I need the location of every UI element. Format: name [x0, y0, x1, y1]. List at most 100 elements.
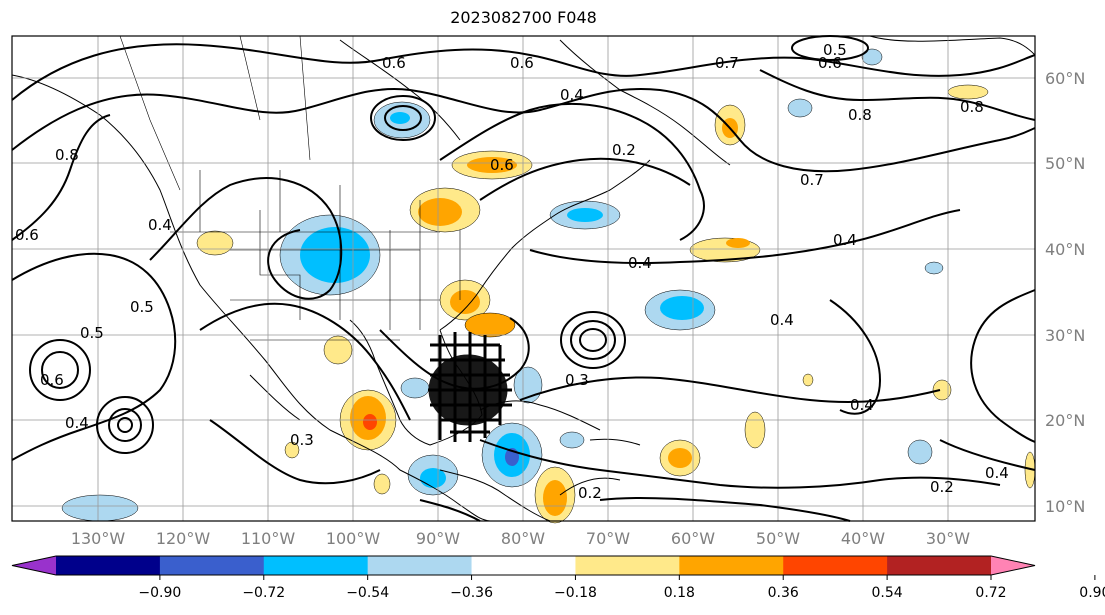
contour-label: 0.6	[40, 371, 64, 389]
lon-label: 130°W	[71, 529, 126, 548]
contour-label: 0.4	[833, 231, 857, 249]
hispaniola-coastline	[589, 438, 641, 446]
colorbar: −0.90 −0.72 −0.54 −0.36 −0.18 0.18 0.36 0.54 0.7…	[11, 555, 1105, 601]
contour-label: 0.4	[850, 396, 874, 414]
anomaly-blob	[323, 335, 353, 365]
lon-label: 80°W	[501, 529, 545, 548]
lon-label: 110°W	[241, 529, 296, 548]
anomaly-blob	[787, 98, 813, 118]
lon-label: 90°W	[416, 529, 460, 548]
colorbar-segment	[575, 556, 680, 575]
colorbar-tick-label: −0.90	[138, 585, 181, 601]
lat-label: 10°N	[1045, 497, 1085, 516]
anomaly-blob	[559, 431, 585, 449]
anomaly-blob	[726, 238, 750, 248]
contour-label: 0.2	[612, 141, 636, 159]
anomaly-blob	[284, 441, 300, 459]
anomaly-blob	[744, 411, 766, 449]
lat-label: 50°N	[1045, 154, 1085, 173]
colorbar-segment	[56, 556, 161, 575]
province-border	[119, 35, 181, 191]
anomaly-blob	[861, 48, 883, 66]
anomaly-blob	[543, 480, 567, 516]
contour-label: 0.6	[510, 54, 534, 72]
lon-label: 30°W	[926, 529, 970, 548]
lat-label: 20°N	[1045, 411, 1085, 430]
province-border	[299, 35, 311, 161]
lat-label: 60°N	[1045, 69, 1085, 88]
contour-label: 0.3	[565, 371, 589, 389]
anomaly-blob	[61, 494, 139, 522]
lon-label: 50°W	[756, 529, 800, 548]
contour-label: 0.7	[715, 54, 739, 72]
contour-label: 0.4	[770, 311, 794, 329]
atlantic-coastline	[439, 159, 651, 331]
pacific-coastline	[11, 74, 491, 522]
anomaly-blob	[467, 157, 517, 173]
labrador-coastline	[559, 39, 731, 166]
contour-label: 0.8	[848, 106, 872, 124]
contour-label: 0.5	[823, 41, 847, 59]
latitude-labels: 60°N 50°N 40°N 30°N 20°N 10°N	[1045, 69, 1085, 516]
colorbar-tick-label: −0.36	[450, 585, 493, 601]
colorbar-tick-label: 0.72	[975, 585, 1006, 601]
map-title: 2023082700 F048	[450, 8, 597, 27]
anomaly-blob	[464, 312, 516, 338]
graticule	[12, 36, 1035, 521]
lon-label: 120°W	[156, 529, 211, 548]
anomaly-blob	[373, 473, 391, 495]
contour-label: 0.6	[382, 54, 406, 72]
anomaly-blob	[450, 290, 480, 314]
contour-label: 0.6	[818, 54, 842, 72]
anomaly-blob	[907, 439, 933, 465]
anomaly-blob	[300, 227, 370, 283]
anomaly-blob	[420, 468, 446, 488]
anomaly-blob	[400, 377, 430, 399]
colorbar-segment	[991, 556, 1035, 575]
colorbar-tick-label: 0.18	[664, 585, 695, 601]
anomaly-blob	[668, 448, 692, 468]
colorbar-tick-label: 0.54	[872, 585, 903, 601]
contour-label: 0.4	[628, 254, 652, 272]
contour-label: 0.6	[490, 156, 514, 174]
baja-coastline	[249, 374, 301, 421]
contour-label: 0.4	[985, 464, 1009, 482]
lon-label: 70°W	[586, 529, 630, 548]
anomaly-blob	[802, 373, 814, 387]
anomaly-blob	[196, 230, 234, 256]
contour-label: 0.8	[960, 98, 984, 116]
greenland-coastline	[869, 35, 1036, 56]
contour-label: 0.4	[148, 216, 172, 234]
longitude-labels: 130°W 120°W 110°W 100°W 90°W 80°W 70°W 6…	[71, 529, 970, 548]
contour-label: 0.2	[930, 478, 954, 496]
anomaly-blob	[390, 112, 410, 124]
political-borders	[119, 35, 461, 341]
colorbar-segment	[783, 556, 888, 575]
colorbar-segment	[159, 556, 265, 575]
anomaly-blob	[418, 198, 462, 226]
contour-label: 0.5	[130, 298, 154, 316]
anomaly-blob	[932, 379, 952, 401]
colorbar-segment	[679, 556, 784, 575]
contour-label-group: 0.6 0.6 0.7 0.6 0.5 0.4 0.6 0.2 0.8 0.8 …	[15, 41, 1009, 502]
colorbar-outline	[11, 555, 1036, 576]
colorbar-tick-label: 0.36	[768, 585, 799, 601]
colorbar-tick-label: −0.54	[346, 585, 389, 601]
colorbar-segment	[471, 556, 576, 575]
anomaly-blob	[660, 296, 704, 320]
contour-label: 0.4	[560, 86, 584, 104]
lon-label: 40°W	[841, 529, 885, 548]
contour-label: 0.2	[578, 484, 602, 502]
contour-label: 0.5	[80, 324, 104, 342]
contour-label: 0.6	[15, 226, 39, 244]
anomaly-blob	[567, 208, 603, 222]
lon-label: 100°W	[326, 529, 381, 548]
colorbar-tick-label: −0.18	[554, 585, 597, 601]
anomaly-blob	[363, 414, 377, 430]
colorbar-tick-label: −0.72	[242, 585, 285, 601]
lat-label: 40°N	[1045, 240, 1085, 259]
south-america-coastline	[559, 477, 621, 496]
contour-label: 0.7	[800, 171, 824, 189]
contour-label: 0.8	[55, 146, 79, 164]
